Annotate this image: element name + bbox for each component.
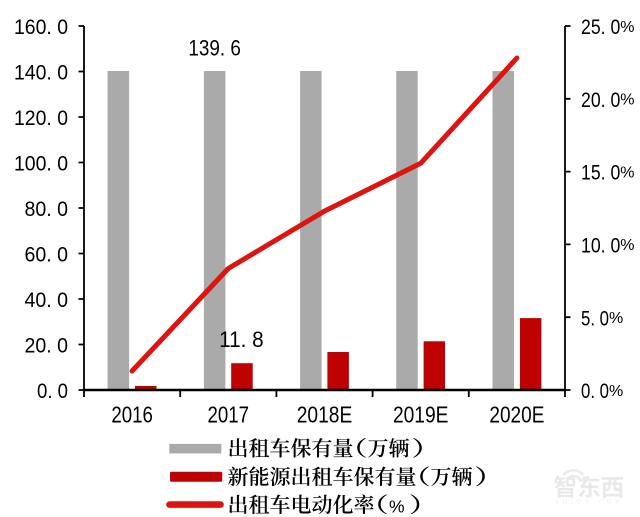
svg-text:%: % xyxy=(389,496,405,516)
svg-text:60. 0: 60. 0 xyxy=(25,244,69,267)
svg-text:2020E: 2020E xyxy=(489,401,544,427)
svg-text:120. 0: 120. 0 xyxy=(14,107,68,130)
svg-text:140. 0: 140. 0 xyxy=(14,62,68,85)
svg-text:ZHIDX.COM: ZHIDX.COM xyxy=(556,500,625,506)
svg-text:5. 0%: 5. 0% xyxy=(581,306,623,330)
svg-text:10. 0%: 10. 0% xyxy=(581,234,635,258)
svg-text:2019E: 2019E xyxy=(393,401,449,427)
svg-text:80. 0: 80. 0 xyxy=(25,198,69,221)
svg-text:2017: 2017 xyxy=(208,401,250,427)
svg-text:40. 0: 40. 0 xyxy=(25,289,69,312)
svg-text:11. 8: 11. 8 xyxy=(219,327,264,352)
svg-text:100. 0: 100. 0 xyxy=(14,153,68,176)
svg-text:0. 0%: 0. 0% xyxy=(581,379,623,403)
svg-text:20. 0: 20. 0 xyxy=(25,335,69,358)
svg-text:0. 0: 0. 0 xyxy=(37,380,68,403)
svg-text:2018E: 2018E xyxy=(297,401,353,427)
svg-text:139. 6: 139. 6 xyxy=(188,36,241,61)
svg-text:15. 0%: 15. 0% xyxy=(581,161,635,185)
svg-text:2016: 2016 xyxy=(111,401,153,427)
svg-text:160. 0: 160. 0 xyxy=(14,16,68,39)
svg-text:20. 0%: 20. 0% xyxy=(581,88,635,112)
svg-text:25. 0%: 25. 0% xyxy=(581,15,635,39)
